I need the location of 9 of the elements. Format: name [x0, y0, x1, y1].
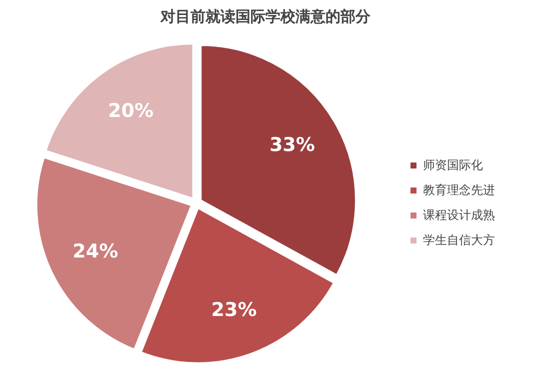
data-label: 20% [108, 100, 154, 122]
data-label: 33% [269, 134, 315, 156]
chart-title: 对目前就读国际学校满意的部分 [160, 8, 372, 26]
legend-label: 教育理念先进 [423, 182, 495, 198]
legend-label: 学生自信大方 [423, 232, 495, 248]
legend-label: 课程设计成熟 [423, 206, 495, 224]
data-label: 24% [72, 240, 118, 262]
data-label: 23% [211, 299, 257, 322]
legend-label: 师资国际化 [423, 156, 483, 174]
